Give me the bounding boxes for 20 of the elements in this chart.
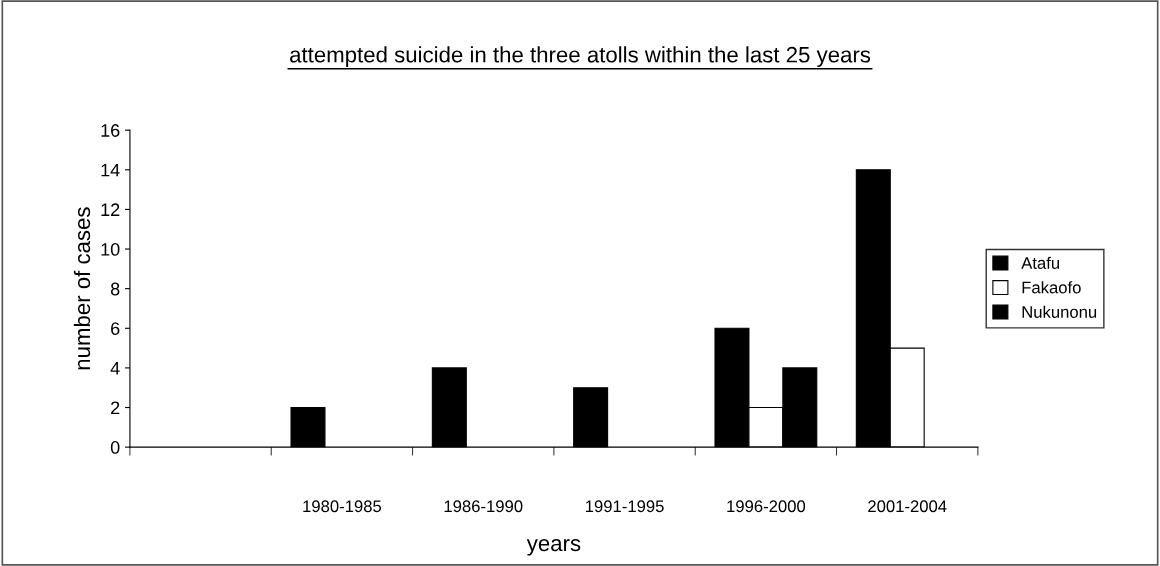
legend-label: Atafu (1021, 256, 1060, 269)
chart-title: attempted suicide in the three atolls within the last 25 years (290, 46, 871, 67)
x-tick-label: 1996-2000 (727, 500, 806, 513)
x-tick-label: 1991-1995 (585, 500, 664, 513)
y-tick-label: 6 (111, 322, 120, 335)
legend-label: Nukunonu (1022, 305, 1097, 318)
y-tick-label: 0 (110, 441, 120, 454)
y-axis-title: number of cases (73, 207, 91, 370)
y-tick-label: 14 (101, 163, 120, 177)
x-tick-label: 2001-2004 (868, 500, 947, 513)
x-axis-title: years (526, 539, 581, 556)
y-tick-label: 4 (110, 362, 120, 375)
y-tick-label: 12 (101, 203, 120, 216)
legend-label: Fakaofo (1022, 281, 1081, 294)
y-tick-label: 10 (101, 242, 120, 256)
y-tick-label: 8 (110, 282, 120, 296)
x-tick-label: 1986-1990 (444, 500, 523, 513)
y-tick-label: 2 (111, 401, 120, 415)
y-tick-label: 16 (101, 124, 120, 137)
x-tick-label: 1980-1985 (303, 500, 382, 513)
